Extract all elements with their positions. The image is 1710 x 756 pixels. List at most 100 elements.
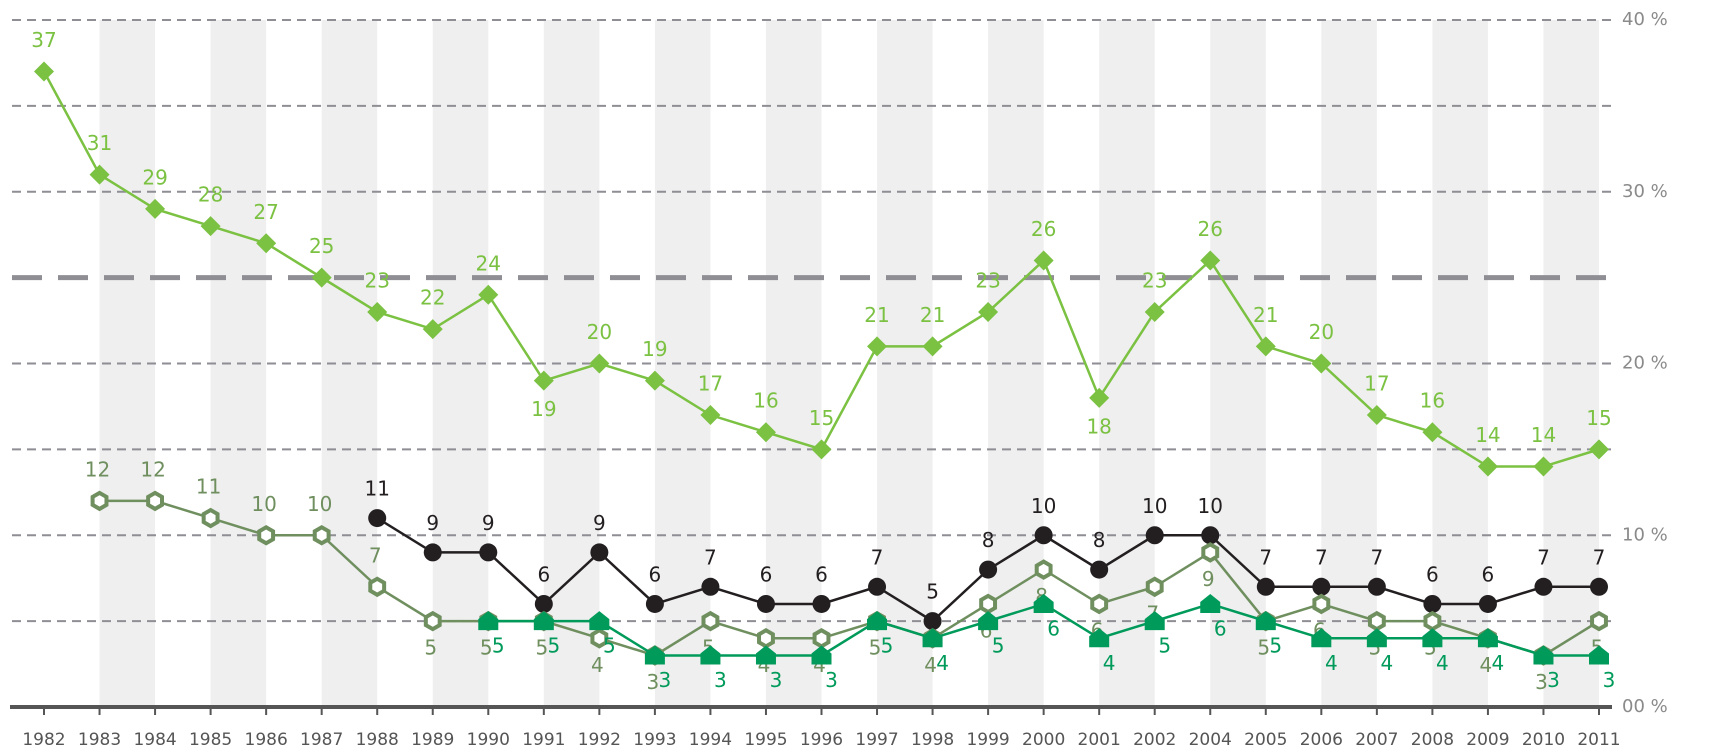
data-label: 5 [492,634,505,658]
marker [312,524,331,546]
marker [756,594,775,613]
data-label: 9 [1202,567,1215,591]
y-tick-label: 30 % [1622,181,1668,202]
marker [1367,577,1386,596]
x-tick-label: 1990 [467,730,510,750]
marker [89,164,110,185]
data-label: 3 [825,668,838,692]
data-label: 3 [647,670,660,694]
data-label: 10 [307,492,332,516]
marker [1590,577,1608,596]
marker [1255,336,1276,357]
series-line [99,499,1600,657]
data-label: 5 [1257,636,1270,660]
marker [978,301,999,322]
marker [1312,593,1331,615]
marker [1477,456,1498,477]
data-label: 4 [1492,651,1505,675]
x-tick-label: 1997 [855,730,898,750]
data-label: 20 [587,320,612,344]
marker [1366,628,1387,648]
data-label: 23 [364,268,389,292]
data-label: 10 [1142,494,1167,518]
x-tick-label: 1985 [189,730,232,750]
data-label: 17 [1364,372,1389,396]
data-label: 24 [476,251,501,275]
marker [1311,353,1332,374]
data-label: 7 [1259,545,1272,569]
marker [1144,611,1165,631]
marker [590,627,609,649]
marker [423,610,442,632]
marker [923,612,942,631]
data-label: 7 [704,545,717,569]
data-label: 26 [1031,217,1056,241]
data-label: 28 [198,183,223,207]
marker [1423,594,1442,613]
marker [1033,250,1054,271]
data-label: 5 [1158,634,1171,658]
y-tick-label: 20 % [1622,353,1668,374]
x-tick-label: 1986 [245,730,288,750]
marker [1034,559,1053,580]
marker [1366,405,1387,426]
data-label: 5 [547,634,560,658]
marker [644,370,665,391]
marker [1090,560,1109,579]
marker [1477,628,1498,648]
marker [1422,422,1443,443]
y-tick-label: 40 % [1622,9,1668,30]
marker [1200,250,1221,271]
data-label: 10 [1198,494,1223,518]
data-label: 12 [85,457,110,481]
x-tick-label: 2008 [1411,730,1454,750]
marker [256,233,277,254]
data-label: 5 [926,580,939,604]
x-tick-label: 1989 [411,730,454,750]
data-label: 5 [992,634,1005,658]
data-label: 4 [924,653,937,677]
marker [34,61,54,82]
marker [1311,628,1332,648]
marker [368,509,387,528]
marker [1090,593,1109,615]
marker [1589,645,1609,665]
marker [1144,301,1165,322]
data-label: 6 [760,562,773,586]
x-tick-label: 2010 [1522,730,1565,750]
data-label: 14 [1531,423,1556,447]
data-label: 19 [642,337,667,361]
data-label: 3 [714,668,727,692]
marker [1590,610,1608,632]
x-tick-label: 1992 [578,730,621,750]
data-label: 6 [649,562,662,586]
data-label: 4 [1436,651,1449,675]
data-label: 5 [535,636,548,660]
data-label: 29 [142,165,167,189]
marker [868,577,887,596]
x-tick-label: 1998 [911,730,954,750]
marker [479,543,498,562]
marker [1534,577,1553,596]
data-label: 4 [1325,651,1338,675]
data-label: 7 [871,545,884,569]
data-label: 23 [975,268,1000,292]
marker [978,611,999,631]
y-tick-label: 00 % [1622,696,1668,717]
x-tick-label: 1993 [633,730,676,750]
data-label: 17 [698,372,723,396]
data-label: 4 [936,651,949,675]
data-label: 21 [1253,303,1278,327]
marker [979,593,998,615]
x-tick-label: 1996 [800,730,843,750]
data-label: 3 [659,668,672,692]
marker [700,405,721,426]
marker [145,198,166,219]
x-tick-label: 1999 [966,730,1009,750]
data-label: 5 [869,636,882,660]
y-tick-label: 10 % [1622,524,1668,545]
x-tick-label: 1991 [522,730,565,750]
marker [311,267,332,288]
data-label: 7 [1537,545,1550,569]
